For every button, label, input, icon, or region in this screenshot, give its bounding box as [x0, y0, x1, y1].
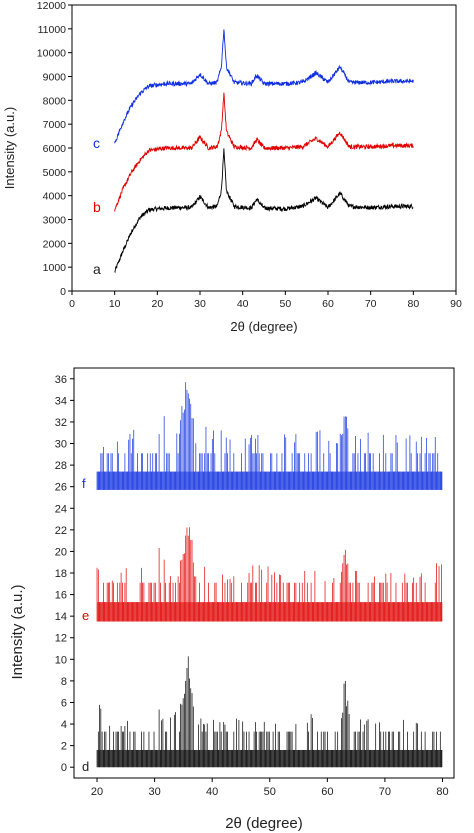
bottom-y-axis-label: Intensity (a.u.): [9, 584, 26, 679]
top-x-axis-label: 2θ (degree): [230, 319, 297, 334]
bottom-y-tick-label: 8: [61, 676, 67, 688]
top-y-tick-label: 6000: [43, 143, 67, 155]
bottom-x-tick-label: 20: [91, 786, 103, 798]
series-d-spikes: [96, 656, 442, 768]
series-f-spikes: [96, 382, 442, 490]
bottom-y-tick-label: 36: [55, 374, 67, 386]
top-plot-frame: [71, 4, 457, 292]
series-label-a: a: [93, 261, 101, 277]
top-y-tick-label: 2000: [43, 238, 67, 250]
bottom-series-group: [96, 382, 443, 768]
top-x-tick-label: 70: [365, 298, 377, 310]
top-x-tick-label: 40: [237, 298, 249, 310]
bottom-y-tick-label: 14: [55, 611, 67, 623]
top-x-tick-label: 80: [407, 298, 419, 310]
bottom-x-axis-label: 2θ (degree): [225, 815, 303, 832]
bottom-x-tick-label: 80: [436, 786, 448, 798]
top-x-ticks: 0 10 20 30 40 50 60 70 80 90: [69, 291, 462, 310]
top-y-tick-label: 3000: [43, 215, 67, 227]
bottom-x-tick-label: 60: [321, 786, 333, 798]
top-y-tick-label: 8000: [43, 95, 67, 107]
bottom-y-tick-label: 2: [61, 741, 67, 753]
bottom-x-tick-label: 70: [379, 786, 391, 798]
top-y-axis-label: Intensity (a.u.): [2, 107, 17, 189]
top-y-ticks: 0 1000 2000 3000 4000 5000 6000 7000 8000 9000 100…: [37, 0, 72, 298]
top-y-tick-label: 7000: [43, 119, 67, 131]
bottom-y-tick-label: 28: [55, 460, 67, 472]
bottom-x-ticks: 20 30 40 50 60 70 80: [91, 778, 449, 798]
bottom-y-tick-label: 26: [55, 482, 67, 494]
bottom-y-tick-label: 16: [55, 590, 67, 602]
top-x-tick-label: 10: [109, 298, 121, 310]
top-xrd-chart: 0100020003000400050006000700080009000100…: [2, 0, 462, 334]
top-series-group: [114, 29, 414, 274]
top-x-tick-label: 0: [69, 298, 75, 310]
series-a-line: [114, 148, 414, 274]
bottom-plot-frame: [73, 367, 455, 779]
bottom-y-tick-label: 4: [61, 719, 67, 731]
series-label-d: d: [82, 759, 89, 774]
bottom-y-tick-label: 30: [55, 439, 67, 451]
top-x-tick-label: 50: [279, 298, 291, 310]
series-label-c: c: [93, 135, 100, 151]
series-e-spikes: [96, 527, 442, 622]
top-x-tick-label: 30: [194, 298, 206, 310]
bottom-x-tick-label: 50: [264, 786, 276, 798]
top-y-tick-label: 11000: [38, 24, 67, 36]
top-y-tick-label: 9000: [43, 72, 67, 84]
top-y-tick-label: 10000: [37, 48, 66, 60]
top-x-tick-label: 90: [450, 298, 462, 310]
bottom-y-tick-label: 20: [55, 546, 67, 558]
bottom-y-tick-label: 18: [55, 568, 67, 580]
series-b-line: [114, 92, 414, 212]
top-y-tick-label: 5000: [43, 167, 67, 179]
bottom-y-tick-label: 12: [55, 633, 67, 645]
top-y-tick-label: 4000: [43, 191, 67, 203]
top-y-tick-label: 0: [60, 286, 66, 298]
top-y-tick-label: 12000: [37, 0, 66, 12]
series-label-b: b: [93, 199, 101, 215]
bottom-y-tick-label: 22: [55, 525, 67, 537]
series-label-e: e: [82, 608, 89, 623]
top-x-tick-label: 60: [322, 298, 334, 310]
bottom-y-tick-label: 6: [61, 697, 67, 709]
bottom-x-tick-label: 30: [148, 786, 160, 798]
bottom-x-tick-label: 40: [206, 786, 218, 798]
bottom-y-tick-label: 34: [55, 395, 67, 407]
series-c-line: [114, 29, 414, 144]
bottom-y-tick-label: 0: [61, 762, 67, 774]
top-y-tick-label: 1000: [43, 262, 67, 274]
bottom-y-tick-label: 32: [55, 417, 67, 429]
top-x-tick-label: 20: [151, 298, 163, 310]
bottom-y-tick-label: 24: [55, 503, 67, 515]
bottom-y-tick-label: 10: [55, 654, 67, 666]
series-label-f: f: [82, 476, 86, 491]
